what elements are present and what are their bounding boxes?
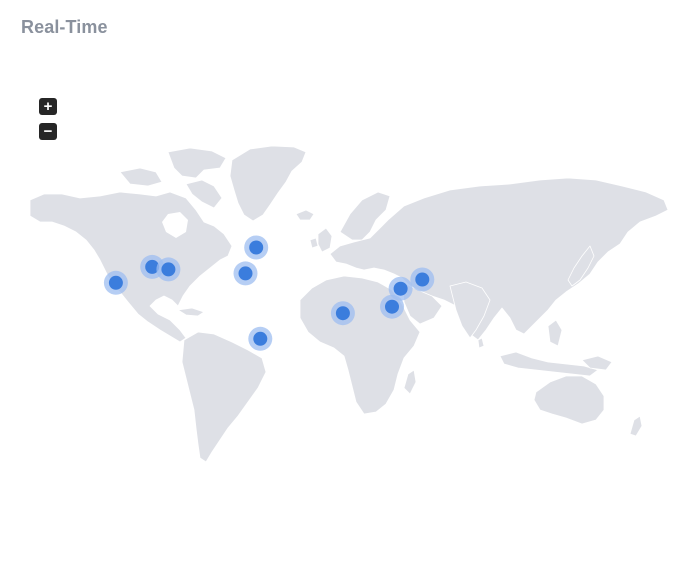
marker-mumbai[interactable] [330,301,355,326]
marker-dot[interactable] [145,259,160,274]
australia [533,375,605,425]
zoom-out-button[interactable]: − [39,123,57,140]
japan [567,245,595,287]
marker-dot[interactable] [253,331,268,346]
arctic-islands-west [119,167,163,187]
marker-lagos[interactable] [248,326,273,351]
marker-layer [103,235,435,351]
iceland [295,209,315,221]
marker-shanghai[interactable] [388,276,413,301]
british-isles [317,227,333,253]
land-layer [29,145,669,463]
new-zealand [629,415,643,437]
marker-dot[interactable] [249,240,264,255]
marker-hong-kong[interactable] [380,294,404,319]
new-guinea [581,355,613,371]
indonesia [499,351,599,377]
zoom-in-button[interactable]: + [39,98,57,115]
scandinavia [339,191,391,241]
marker-dot[interactable] [238,266,253,281]
india [449,281,491,339]
arctic-islands [167,147,227,179]
marker-tokyo[interactable] [410,267,435,292]
marker-lisbon[interactable] [233,261,258,286]
arabia [401,281,443,325]
marker-dot[interactable] [335,306,350,321]
marker-dot[interactable] [161,262,176,277]
baffin-island [185,179,223,209]
ireland [309,237,319,249]
south-america [181,331,267,463]
marker-new-york[interactable] [156,257,181,282]
marker-dot[interactable] [108,275,123,290]
north-america [29,191,233,343]
marker-london[interactable] [244,235,269,260]
widget-title: Real-Time [21,17,108,37]
madagascar [403,369,417,395]
hudson-bay [162,212,188,238]
marker-dot[interactable] [393,281,408,296]
marker-los-angeles[interactable] [103,270,128,295]
greenland [229,145,307,222]
philippines [547,319,563,347]
sri-lanka [477,337,485,349]
caribbean [177,307,205,317]
marker-dot[interactable] [385,299,399,314]
marker-dot[interactable] [415,272,430,287]
